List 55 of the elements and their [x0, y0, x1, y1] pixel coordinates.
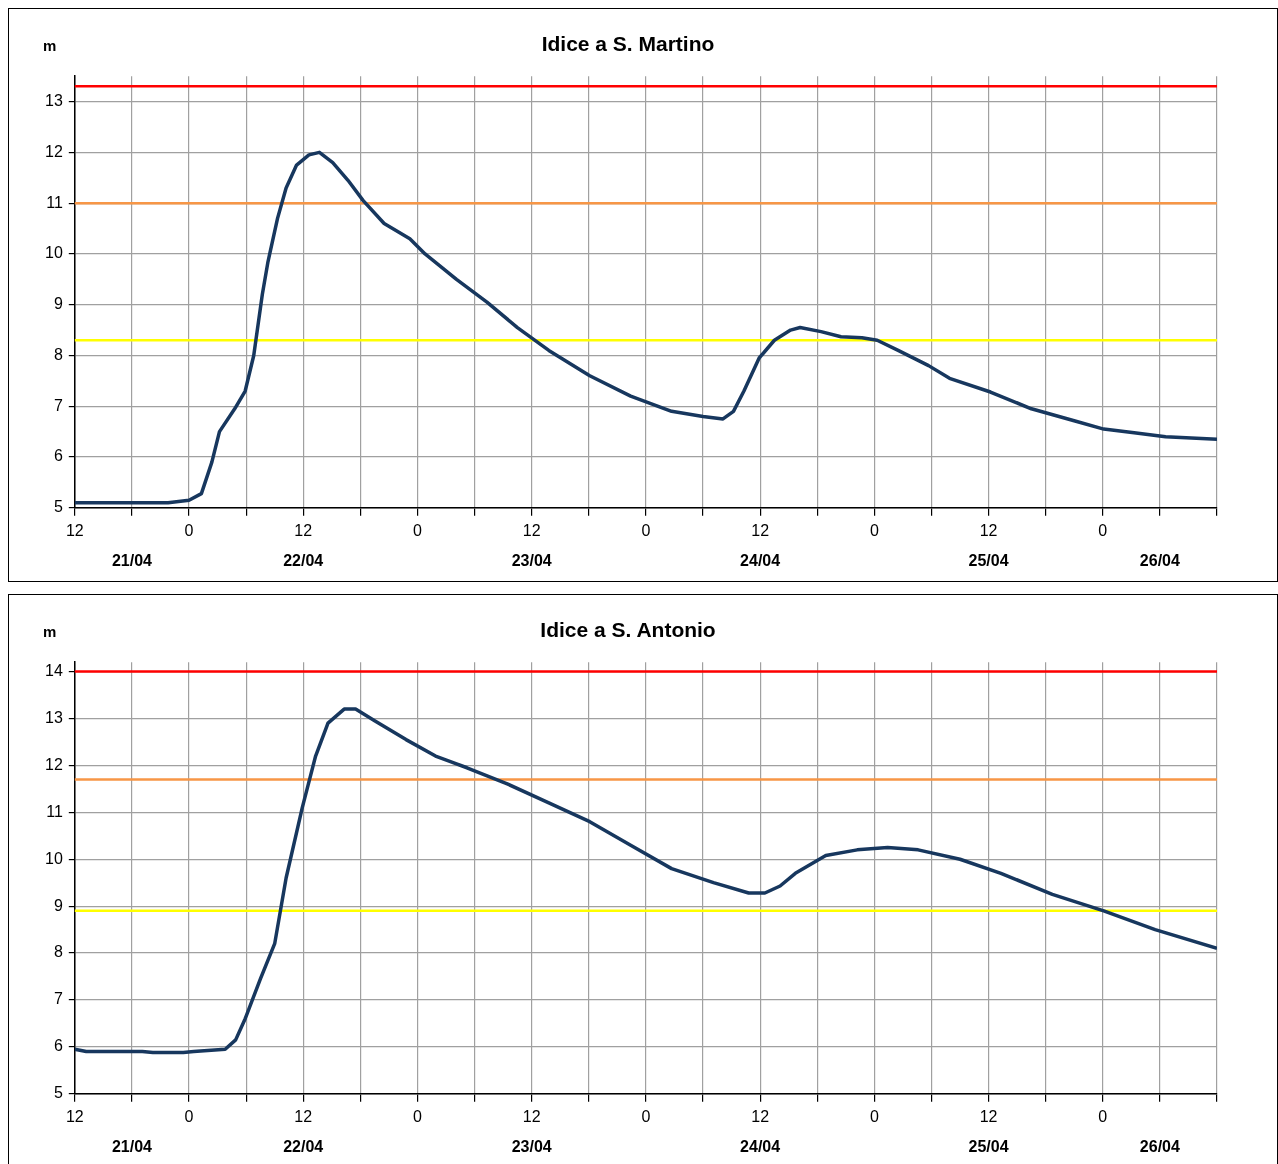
text: 24/04 [740, 1138, 781, 1156]
y-tick-label: 12 [45, 142, 63, 160]
y-tick-label: 13 [45, 91, 63, 109]
chart-title: Idice a S. Martino [541, 32, 715, 56]
x-tick-label: 12 [751, 521, 770, 539]
text: 26/04 [1139, 552, 1181, 570]
x-tick-label: 0 [413, 1107, 422, 1125]
y-tick-label: 10 [45, 849, 63, 867]
y-tick-label: 9 [53, 295, 63, 313]
y-axis-title: m [43, 623, 57, 640]
x-tick-label: 12 [294, 521, 313, 539]
y-tick-label: 10 [45, 244, 63, 262]
text: 25/04 [968, 552, 1009, 570]
x-tick-label: 12 [65, 521, 84, 539]
x-tick-label: 12 [65, 1107, 84, 1125]
x-tick-label: 0 [869, 1107, 879, 1125]
text: 23/04 [511, 1138, 552, 1156]
x-tick-label: 0 [641, 1107, 651, 1125]
y-tick-label: 5 [53, 1084, 63, 1102]
text: 22/04 [283, 552, 324, 570]
x-tick-label: 12 [751, 1107, 770, 1125]
y-tick-label: 12 [45, 755, 63, 773]
y-tick-label: 13 [45, 708, 63, 726]
x-tick-label: 12 [522, 1107, 541, 1125]
y-tick-label: 8 [53, 345, 63, 363]
y-axis-title: m [43, 37, 57, 54]
text: 26/04 [1139, 1138, 1181, 1156]
y-tick-label: 8 [53, 943, 63, 961]
x-tick-label: 0 [184, 1107, 194, 1125]
text: 24/04 [740, 552, 781, 570]
chart-title: Idice a S. Antonio [540, 618, 716, 642]
x-tick-label: 12 [979, 521, 998, 539]
y-tick-label: 6 [53, 447, 63, 465]
text: 21/04 [111, 1138, 153, 1156]
x-tick-label: 0 [184, 521, 194, 539]
x-tick-label: 0 [641, 521, 651, 539]
y-tick-label: 11 [46, 193, 63, 211]
text: 25/04 [968, 1138, 1009, 1156]
x-tick-label: 0 [413, 521, 422, 539]
y-tick-label: 11 [46, 802, 63, 820]
x-tick-label: 12 [294, 1107, 313, 1125]
y-tick-label: 9 [53, 896, 63, 914]
text: 21/04 [111, 552, 153, 570]
x-tick-label: 0 [1098, 1107, 1108, 1125]
y-tick-label: 7 [53, 396, 63, 414]
x-tick-label: 12 [979, 1107, 998, 1125]
y-tick-label: 7 [53, 990, 63, 1008]
x-tick-label: 12 [522, 521, 541, 539]
x-tick-label: 0 [869, 521, 879, 539]
text: 23/04 [511, 552, 552, 570]
y-tick-label: 5 [53, 498, 63, 516]
y-tick-label: 14 [45, 661, 63, 679]
text: 22/04 [283, 1138, 324, 1156]
x-tick-label: 0 [1098, 521, 1108, 539]
y-tick-label: 6 [53, 1037, 63, 1055]
